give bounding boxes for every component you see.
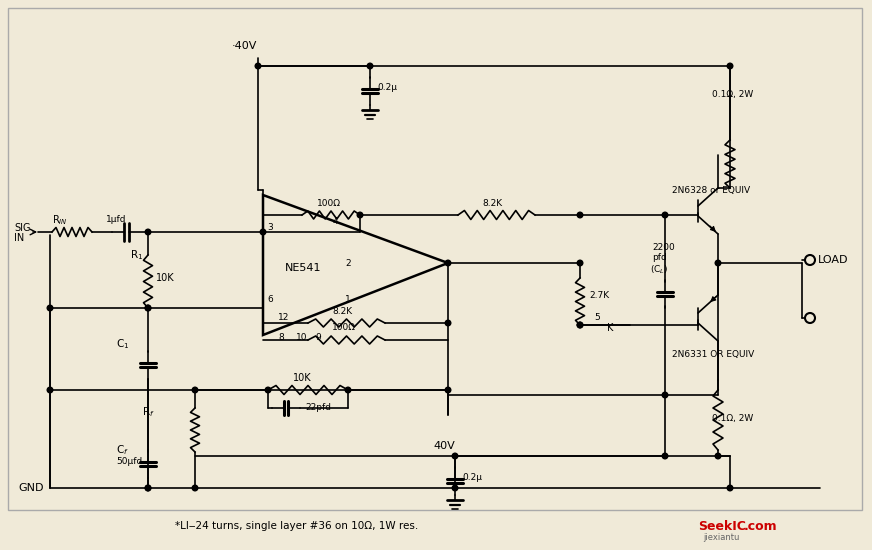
Text: 2200: 2200 bbox=[652, 244, 675, 252]
Text: LOAD: LOAD bbox=[818, 255, 848, 265]
Text: GND: GND bbox=[18, 483, 44, 493]
Circle shape bbox=[260, 229, 266, 235]
Text: .com: .com bbox=[744, 520, 778, 532]
Text: 2N6328 or EQUIV: 2N6328 or EQUIV bbox=[672, 185, 750, 195]
Circle shape bbox=[345, 387, 351, 393]
Text: jiexiantu: jiexiantu bbox=[703, 532, 739, 542]
Text: R$_f$: R$_f$ bbox=[142, 405, 155, 419]
Circle shape bbox=[146, 305, 151, 311]
Text: SIG: SIG bbox=[14, 223, 31, 233]
Text: 100Ω: 100Ω bbox=[317, 199, 341, 207]
Text: (C$_L$): (C$_L$) bbox=[650, 264, 668, 276]
Text: 10K: 10K bbox=[156, 273, 174, 283]
Text: K: K bbox=[607, 323, 613, 333]
Circle shape bbox=[47, 305, 53, 311]
Text: 8.2K: 8.2K bbox=[482, 199, 502, 207]
Circle shape bbox=[446, 260, 451, 266]
Text: pfd: pfd bbox=[652, 254, 667, 262]
Text: 0.2µ: 0.2µ bbox=[462, 472, 482, 481]
Text: 8.2K: 8.2K bbox=[332, 306, 352, 316]
Text: *LI‒24 turns, single layer #36 on 10Ω, 1W res.: *LI‒24 turns, single layer #36 on 10Ω, 1… bbox=[175, 521, 419, 531]
Circle shape bbox=[146, 305, 151, 311]
Text: 0.1Ω, 2W: 0.1Ω, 2W bbox=[712, 414, 753, 422]
Circle shape bbox=[453, 485, 458, 491]
Circle shape bbox=[662, 453, 668, 459]
Circle shape bbox=[727, 485, 732, 491]
Text: 9: 9 bbox=[315, 333, 321, 343]
Text: 10: 10 bbox=[296, 333, 308, 343]
Text: R$_1$: R$_1$ bbox=[130, 248, 143, 262]
Circle shape bbox=[727, 63, 732, 69]
Circle shape bbox=[446, 320, 451, 326]
Circle shape bbox=[715, 453, 721, 459]
Text: NE541: NE541 bbox=[285, 263, 322, 273]
Text: 0.2µ: 0.2µ bbox=[377, 82, 397, 91]
Circle shape bbox=[577, 212, 582, 218]
Text: IN: IN bbox=[14, 233, 24, 243]
Circle shape bbox=[662, 212, 668, 218]
Circle shape bbox=[146, 229, 151, 235]
Text: 100Ω: 100Ω bbox=[332, 323, 356, 333]
Text: 50µfd: 50µfd bbox=[116, 458, 142, 466]
Circle shape bbox=[358, 212, 363, 218]
Circle shape bbox=[577, 260, 582, 266]
Text: 1µfd: 1µfd bbox=[106, 214, 126, 223]
Circle shape bbox=[446, 387, 451, 393]
Text: 6: 6 bbox=[267, 295, 273, 305]
Circle shape bbox=[453, 453, 458, 459]
Text: 0.1Ω, 2W: 0.1Ω, 2W bbox=[712, 91, 753, 100]
Circle shape bbox=[577, 322, 582, 328]
Circle shape bbox=[192, 387, 198, 393]
Circle shape bbox=[255, 63, 261, 69]
Text: SeekIC: SeekIC bbox=[698, 520, 746, 532]
Circle shape bbox=[146, 485, 151, 491]
Text: 3: 3 bbox=[267, 223, 273, 233]
Text: 8: 8 bbox=[278, 333, 283, 343]
Text: 22pfd: 22pfd bbox=[305, 403, 331, 411]
Text: C$_f$: C$_f$ bbox=[116, 443, 129, 457]
Circle shape bbox=[265, 387, 271, 393]
Circle shape bbox=[192, 485, 198, 491]
Circle shape bbox=[146, 485, 151, 491]
Circle shape bbox=[662, 392, 668, 398]
Circle shape bbox=[577, 322, 582, 328]
Text: 12: 12 bbox=[278, 314, 290, 322]
Text: 2: 2 bbox=[345, 258, 351, 267]
Text: 2.7K: 2.7K bbox=[589, 292, 610, 300]
Text: 1: 1 bbox=[345, 295, 351, 305]
Text: 5: 5 bbox=[594, 314, 600, 322]
Text: R$_{IN}$: R$_{IN}$ bbox=[52, 213, 68, 227]
Text: 2N6331 OR EQUIV: 2N6331 OR EQUIV bbox=[672, 350, 754, 360]
Circle shape bbox=[47, 387, 53, 393]
Circle shape bbox=[715, 260, 721, 266]
Text: 40V: 40V bbox=[433, 441, 455, 451]
Circle shape bbox=[367, 63, 373, 69]
Text: 4: 4 bbox=[333, 217, 338, 227]
Text: ·40V: ·40V bbox=[232, 41, 257, 51]
Text: 10K: 10K bbox=[293, 373, 311, 383]
Text: C$_1$: C$_1$ bbox=[116, 337, 129, 351]
